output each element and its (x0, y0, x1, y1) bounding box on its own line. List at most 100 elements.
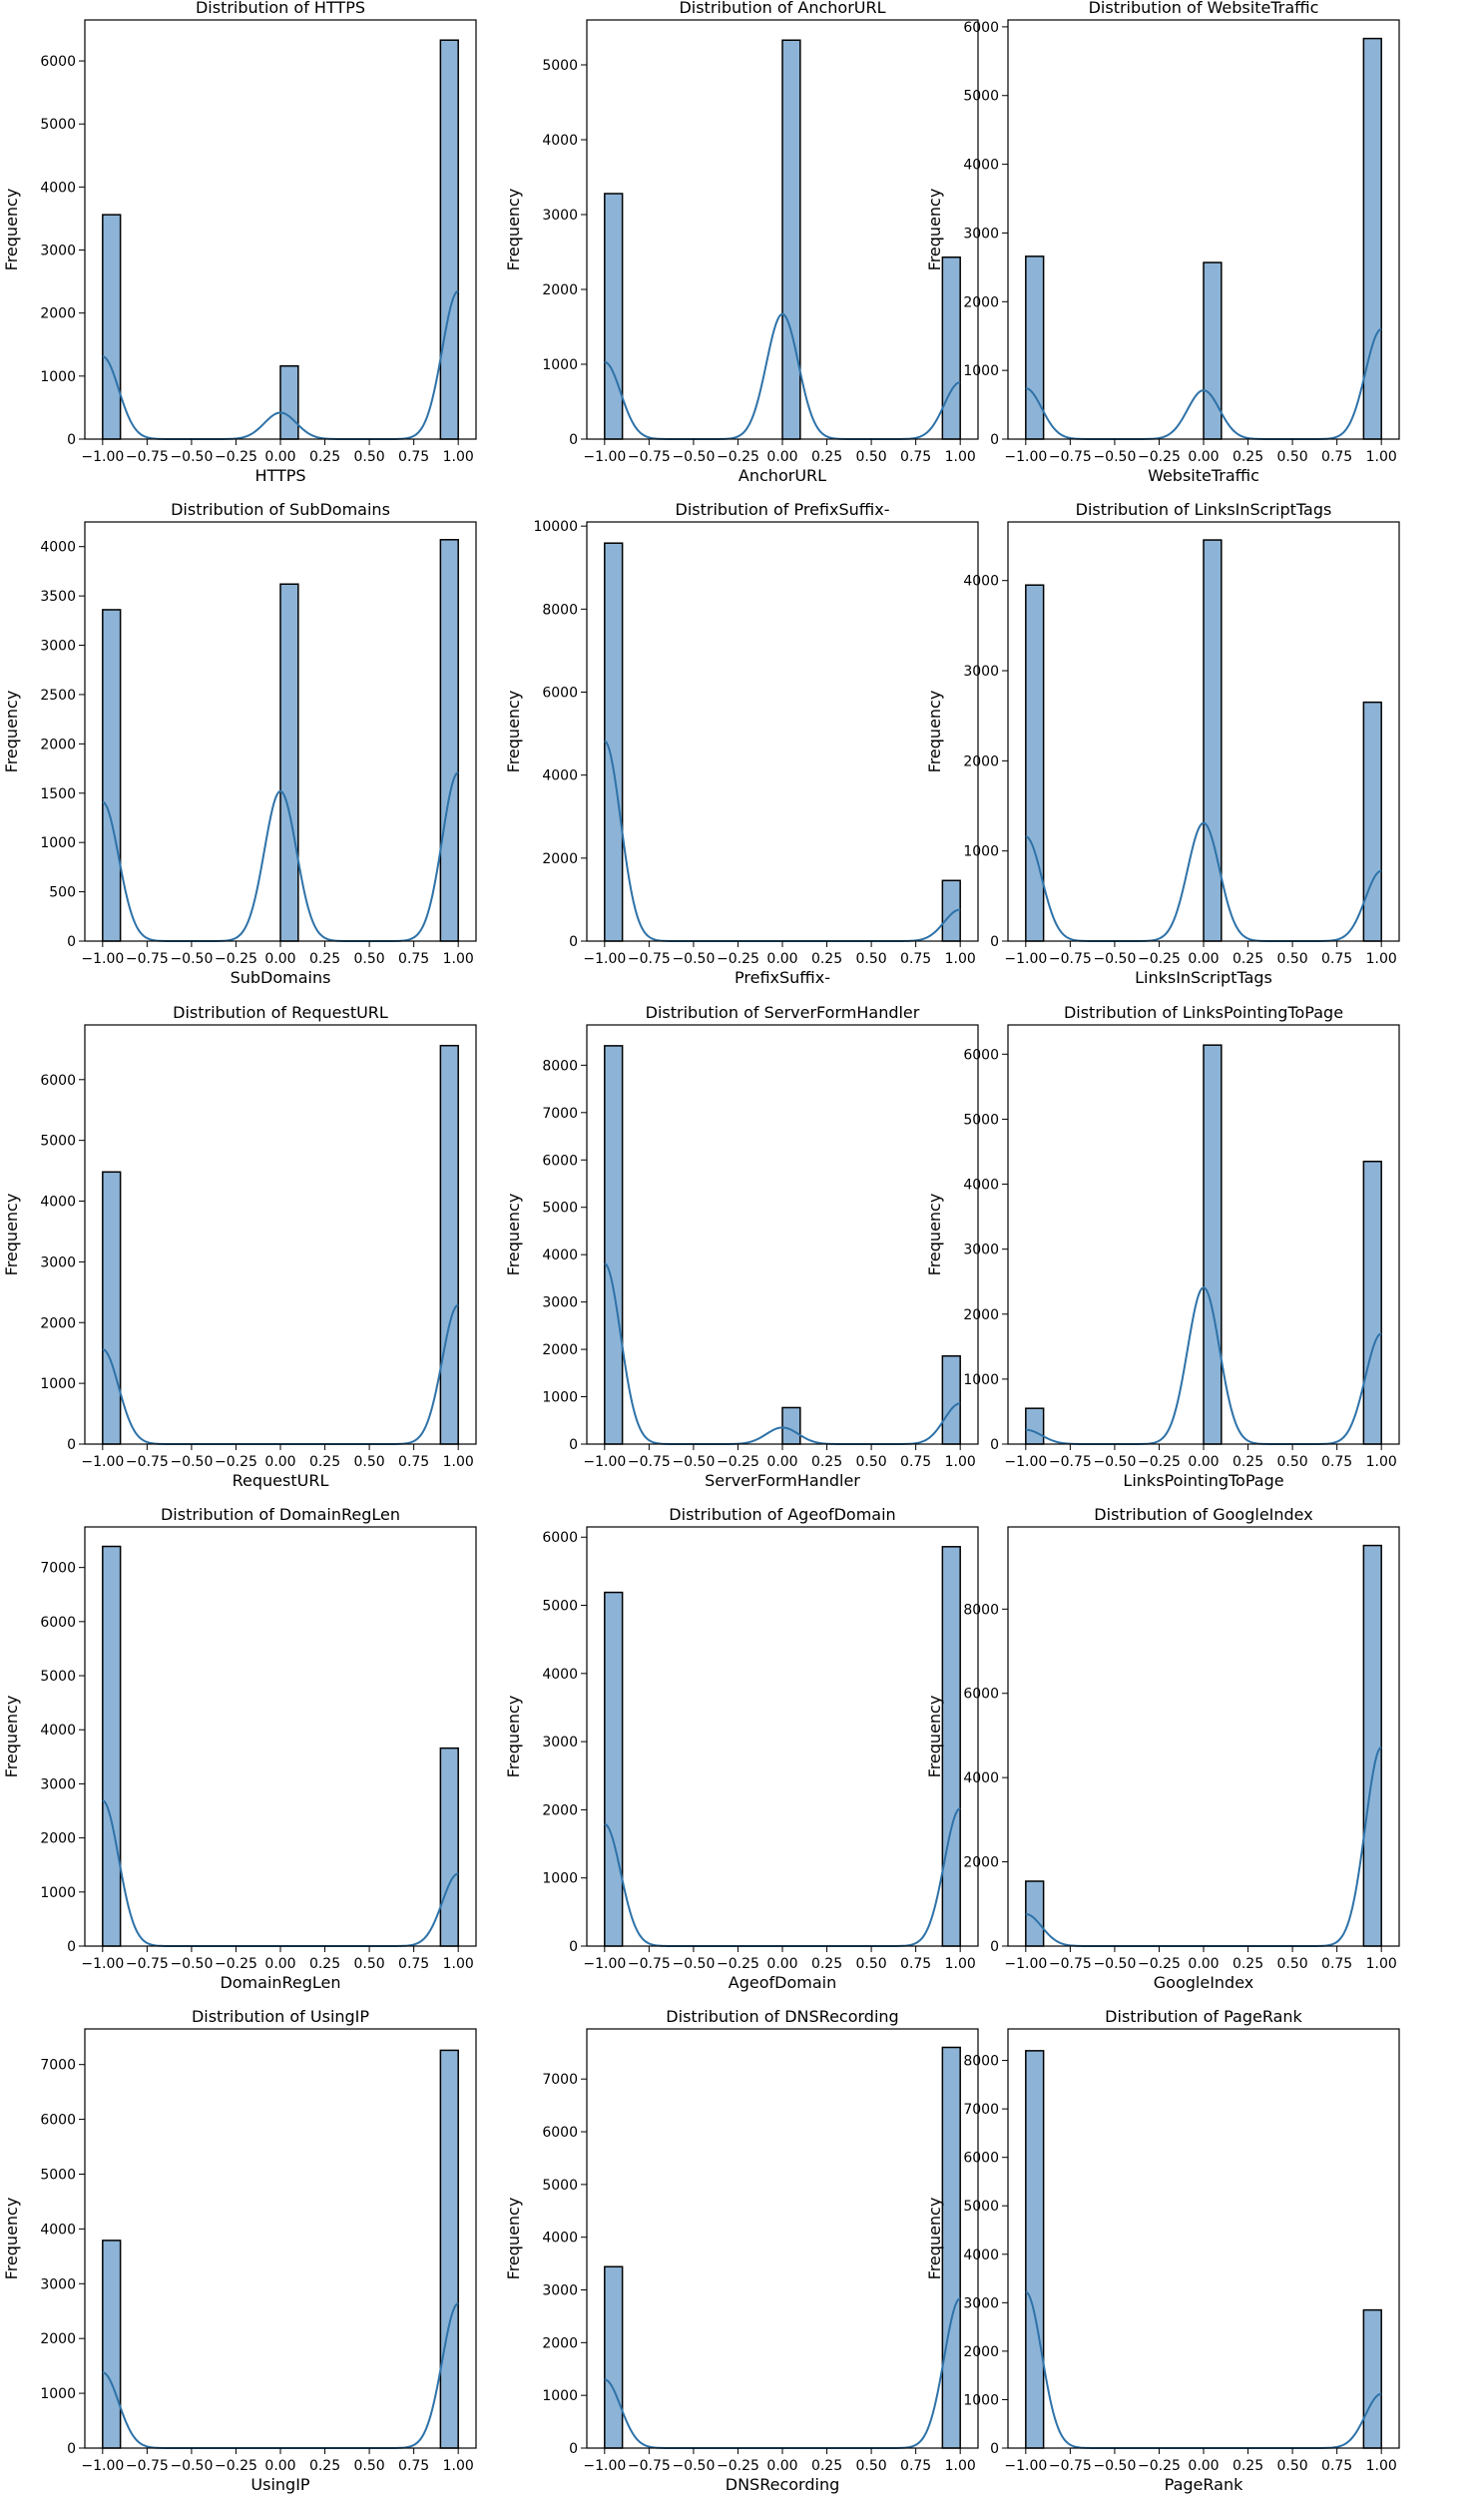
x-tick-label: 0.00 (264, 449, 295, 465)
y-axis-label: Frequency (2, 691, 21, 773)
histogram-bar (102, 609, 122, 942)
histogram-bar (1025, 1407, 1045, 1445)
x-tick-label: −1.00 (1004, 1956, 1047, 1972)
y-axis-label: Frequency (925, 189, 944, 271)
chart-serverformhandler: −1.00 −0.75 −0.50 −0.25 0.00 0.25 0.50 0.75 1.00… (504, 1003, 979, 1490)
x-tick-label: −0.25 (1138, 449, 1181, 465)
x-tick-label: 0.75 (900, 1956, 931, 1972)
x-tick-label: 0.75 (900, 951, 931, 967)
x-tick-label: 0.50 (354, 2458, 385, 2474)
y-tick-label: 8000 (542, 602, 578, 618)
x-tick-label: 0.25 (811, 1454, 842, 1470)
chart-title: Distribution of RequestURL (173, 1003, 388, 1022)
y-tick-label: 2000 (542, 282, 578, 298)
x-tick-label: 0.75 (1321, 1454, 1352, 1470)
x-tick-label: −0.50 (170, 1956, 213, 1972)
x-tick-label: 0.00 (1188, 951, 1219, 967)
y-tick-label: 6000 (40, 1073, 76, 1089)
chart-title: Distribution of WebsiteTraffic (1089, 0, 1319, 17)
chart-pagerank: −1.00 −0.75 −0.50 −0.25 0.00 0.25 0.50 0.75 1.00… (925, 2007, 1400, 2494)
y-axis-label: Frequency (504, 1696, 523, 1778)
y-tick-label: 6000 (542, 1530, 578, 1546)
histogram-bar (279, 583, 299, 942)
y-tick-label: 7000 (963, 2102, 999, 2118)
chart-title: Distribution of DNSRecording (666, 2007, 898, 2026)
chart-title: Distribution of DomainRegLen (161, 1505, 400, 1524)
plot-frame (586, 1526, 979, 1947)
y-tick-label: 5000 (40, 1669, 76, 1685)
y-tick-label: 3000 (40, 639, 76, 655)
x-tick-label: 0.75 (398, 951, 429, 967)
y-tick-label: 7000 (40, 1561, 76, 1577)
y-tick-label: 4000 (40, 540, 76, 556)
histogram-bar (439, 39, 459, 440)
y-tick-label: 1000 (40, 1376, 76, 1392)
x-tick-label: −0.50 (1093, 1454, 1136, 1470)
y-tick-label: 1000 (40, 369, 76, 385)
y-tick-label: 5000 (40, 2167, 76, 2183)
kde-line (604, 740, 961, 942)
x-tick-label: −0.50 (672, 2458, 715, 2474)
y-axis-label: Frequency (504, 2198, 523, 2280)
x-tick-label: −0.75 (126, 449, 169, 465)
kde-line (604, 2297, 961, 2449)
y-tick-label: 8000 (963, 1602, 999, 1618)
y-axis-label: Frequency (925, 1194, 944, 1276)
histogram-bar (1362, 1160, 1382, 1445)
x-axis-label: UsingIP (250, 2475, 310, 2494)
x-tick-label: 1.00 (945, 2458, 976, 2474)
y-tick-label: 4000 (40, 1723, 76, 1739)
y-tick-label: 1000 (542, 357, 578, 373)
chart-prefixsuffix: −1.00 −0.75 −0.50 −0.25 0.00 0.25 0.50 0.75 1.00… (504, 500, 979, 987)
x-tick-label: −1.00 (81, 449, 124, 465)
y-tick-label: 8000 (542, 1058, 578, 1074)
x-tick-label: −0.75 (126, 951, 169, 967)
chart-requesturl: −1.00 −0.75 −0.50 −0.25 0.00 0.25 0.50 0.75 1.00… (2, 1003, 477, 1490)
histogram-bar (279, 364, 299, 440)
kde-line (604, 1807, 961, 1947)
y-tick-label: 3000 (542, 2283, 578, 2299)
y-tick-label: 7000 (542, 2072, 578, 2088)
x-tick-label: 0.50 (1277, 1956, 1308, 1972)
x-tick-label: −0.50 (1093, 1956, 1136, 1972)
chart-usingip: −1.00 −0.75 −0.50 −0.25 0.00 0.25 0.50 0.75 1.00… (2, 2007, 477, 2494)
x-tick-label: 1.00 (1366, 2458, 1397, 2474)
y-tick-label: 1500 (40, 786, 76, 802)
x-tick-label: −0.50 (672, 951, 715, 967)
chart-title: Distribution of PrefixSuffix- (676, 500, 890, 519)
x-tick-label: 1.00 (1366, 1956, 1397, 1972)
x-tick-label: 0.00 (264, 1454, 295, 1470)
chart-title: Distribution of GoogleIndex (1094, 1505, 1312, 1524)
y-tick-label: 5000 (963, 89, 999, 105)
x-tick-label: 0.50 (354, 951, 385, 967)
y-tick-label: 4000 (542, 768, 578, 784)
y-tick-label: 2000 (542, 1342, 578, 1358)
y-tick-label: 4000 (963, 158, 999, 174)
x-tick-label: −0.75 (1049, 1454, 1092, 1470)
chart-title: Distribution of HTTPS (196, 0, 365, 17)
histogram-bar (1025, 255, 1045, 440)
y-axis-label: Frequency (504, 691, 523, 773)
y-tick-label: 4000 (963, 574, 999, 590)
y-axis-label: Frequency (2, 1696, 21, 1778)
x-tick-label: 0.75 (900, 1454, 931, 1470)
x-tick-label: 0.75 (398, 449, 429, 465)
x-axis-label: DNSRecording (726, 2475, 839, 2494)
x-tick-label: 0.75 (398, 2458, 429, 2474)
kde-line (1025, 1746, 1382, 1947)
x-tick-label: 1.00 (1366, 449, 1397, 465)
x-tick-label: −0.50 (170, 951, 213, 967)
chart-ageofdomain: −1.00 −0.75 −0.50 −0.25 0.00 0.25 0.50 0.75 1.00… (504, 1505, 979, 1992)
x-tick-label: −0.25 (1138, 1454, 1181, 1470)
y-axis-label: Frequency (504, 189, 523, 271)
chart-title: Distribution of SubDomains (171, 500, 390, 519)
x-tick-label: −0.25 (215, 2458, 257, 2474)
y-tick-label: 3000 (40, 244, 76, 259)
x-tick-label: 0.75 (900, 449, 931, 465)
y-tick-label: 0 (990, 2441, 999, 2457)
chart-dnsrecording: −1.00 −0.75 −0.50 −0.25 0.00 0.25 0.50 0.75 1.00… (504, 2007, 979, 2494)
y-tick-label: 5000 (963, 1112, 999, 1128)
x-tick-label: 0.50 (1277, 449, 1308, 465)
x-tick-label: 1.00 (443, 951, 474, 967)
